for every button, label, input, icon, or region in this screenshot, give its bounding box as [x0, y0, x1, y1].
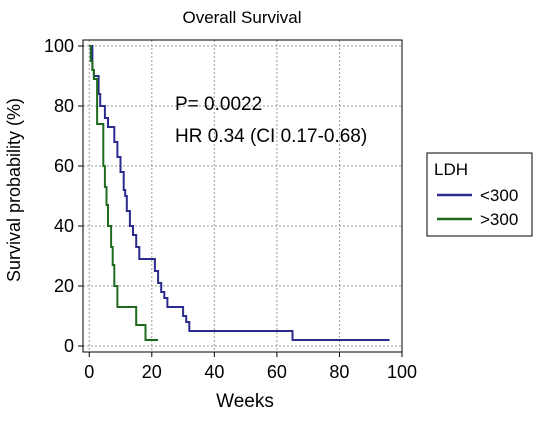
- hazard-ratio-annotation: HR 0.34 (CI 0.17-0.68): [175, 126, 367, 147]
- x-tick-label: 60: [267, 362, 287, 382]
- y-tick-label: 0: [64, 336, 74, 356]
- p-value-annotation: P= 0.0022: [175, 94, 262, 115]
- x-tick-label: 0: [84, 362, 94, 382]
- y-tick-label: 40: [54, 216, 74, 236]
- y-axis-label: Survival probability (%): [4, 98, 24, 282]
- plot-frame: [82, 39, 403, 353]
- x-axis-ticks: 0 20 40 60 80 100: [84, 352, 417, 382]
- x-tick-label: 20: [142, 362, 162, 382]
- legend: LDH <300 >300: [426, 152, 533, 237]
- series-line-high-ldh: [89, 45, 159, 341]
- series-layer: [89, 45, 390, 341]
- legend-label-low-ldh: <300: [480, 186, 518, 205]
- legend-label-high-ldh: >300: [480, 210, 518, 229]
- chart-title: Overall Survival: [182, 8, 301, 27]
- x-tick-label: 100: [387, 362, 417, 382]
- y-axis-ticks: 0 20 40 60 80 100: [44, 36, 83, 356]
- x-tick-label: 80: [329, 362, 349, 382]
- axes: [82, 39, 403, 353]
- y-tick-label: 100: [44, 36, 74, 56]
- x-axis-label: Weeks: [216, 391, 274, 412]
- y-tick-label: 20: [54, 276, 74, 296]
- x-tick-label: 40: [204, 362, 224, 382]
- y-tick-label: 80: [54, 96, 74, 116]
- series-line-low-ldh: [89, 45, 390, 341]
- y-tick-label: 60: [54, 156, 74, 176]
- legend-title: LDH: [434, 160, 468, 179]
